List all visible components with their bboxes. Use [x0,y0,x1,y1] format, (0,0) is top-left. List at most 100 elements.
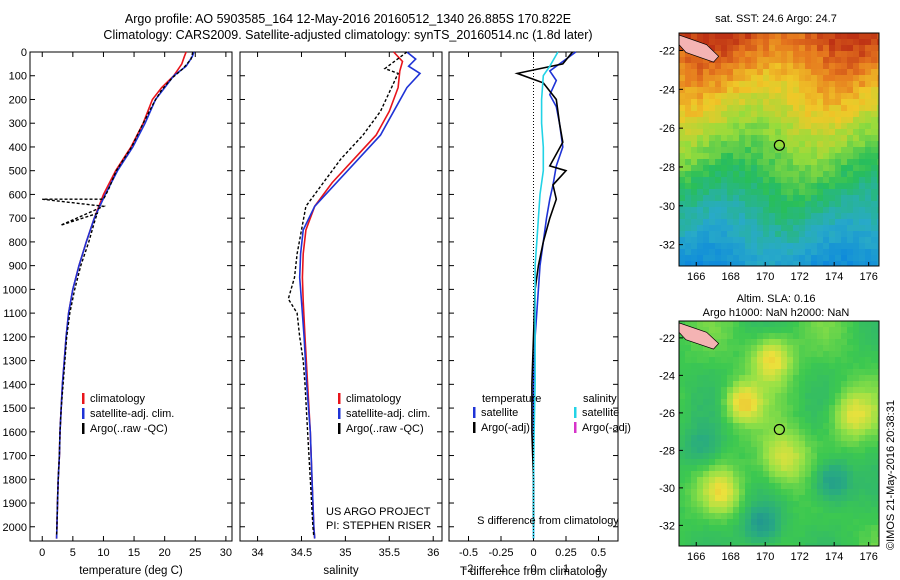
legend-swatch [574,407,577,418]
float-position-marker [773,139,785,151]
legend-swatch [473,407,476,418]
y-tick-label: 500 [9,166,27,178]
map-x-tick-label: 170 [756,271,774,283]
map-y-tick-label: -30 [659,201,675,213]
legend-label: Argo(-adj) [582,422,631,434]
x-tick-label: 20 [159,547,171,559]
legend-label: satellite [481,407,518,419]
island-new-caledonia [679,322,720,350]
salinity-plot: 34 34.5 35 35.5 36 salinity climatology satelli… [239,51,443,577]
salinity-frame [239,51,443,542]
map-x-tick-label: 170 [756,551,774,563]
series-satellite-adj-clim- [55,51,195,539]
map-y-tick-label: -26 [659,123,675,135]
x-tick-label: 0 [39,547,45,559]
y-tick-label: 0 [21,47,27,59]
legend-swatch [473,422,476,433]
x-tick-label: 1 [563,563,569,575]
temperature-plot: 0 5 10 15 20 25 300100200300400500600700800900… [3,47,233,577]
series-satellite-adj-clim- [298,51,422,539]
x-axis-label: temperature (deg C) [79,565,183,577]
legend-s-title: salinity [583,393,617,405]
temperature-frame [29,51,233,542]
sst-map-frame [678,32,880,267]
figure-title-line1: Argo profile: AO 5903585_164 12-May-2016… [125,12,571,26]
x-tick-label: 10 [97,547,109,559]
legend-swatch [338,408,341,419]
map-x-tick-label: 176 [859,271,877,283]
legend-swatch [338,423,341,434]
legend-swatch [338,393,341,404]
legend-t-title: temperature [482,393,541,405]
x-tick-label: 2 [595,563,601,575]
legend-swatch [82,408,85,419]
legend-label: Argo(..raw -QC) [90,423,168,435]
sla-title: Altim. SLA: 0.16 [737,293,816,305]
map-x-tick-label: 166 [687,271,705,283]
y-tick-label: 400 [9,142,27,154]
y-tick-label: 900 [9,261,27,273]
x-axis-label: salinity [323,565,358,577]
x-axis-label: T difference from climatology [460,566,607,578]
map-y-tick-label: -22 [659,45,675,57]
y-tick-label: 1200 [3,332,27,344]
map-y-tick-label: -22 [659,333,675,345]
y-tick-label: 1400 [3,379,27,391]
sst-title: sat. SST: 24.6 Argo: 24.7 [715,13,837,25]
legend-label: Argo(..raw -QC) [346,423,424,435]
sla-map-frame [678,320,880,547]
x-tick-label: 36 [427,547,439,559]
y-tick-label: 1700 [3,451,27,463]
legend-swatch [82,393,85,404]
map-x-tick-label: 174 [825,271,843,283]
map-x-tick-label: 168 [722,551,740,563]
y-tick-label: 1000 [3,284,27,296]
s-tick-label: 0.25 [555,547,576,559]
map-y-tick-label: -26 [659,408,675,420]
y-tick-label: 700 [9,213,27,225]
credit-stamp: ©IMOS 21-May-2016 20:38:31 [885,400,897,550]
legend-label: climatology [346,393,402,405]
legend-label: climatology [90,393,146,405]
pi-label: PI: STEPHEN RISER [326,520,431,532]
y-tick-label: 800 [9,237,27,249]
y-tick-label: 1500 [3,403,27,415]
legend-label: satellite-adj. clim. [346,408,430,420]
series-argo-raw-qc- [287,51,408,537]
y-tick-label: 200 [9,94,27,106]
map-y-tick-label: -30 [659,483,675,495]
x-tick-label: 5 [70,547,76,559]
series-t-argo-adj- [514,51,574,527]
map-y-tick-label: -28 [659,445,675,457]
sla-map-field [679,321,879,546]
y-tick-label: 1600 [3,427,27,439]
map-y-tick-label: -24 [659,370,675,382]
s-tick-label: -0.25 [488,547,513,559]
legend-swatch [82,423,85,434]
x-tick-label: 35 [339,547,351,559]
sla-subtitle: Argo h1000: NaN h2000: NaN [703,307,850,319]
y-tick-label: 2000 [3,522,27,534]
map-y-tick-label: -32 [659,240,675,252]
map-y-tick-label: -28 [659,162,675,174]
s-tick-label: 0.5 [591,547,606,559]
sla-map: Altim. SLA: 0.16 Argo h1000: NaN h2000: N… [659,293,880,563]
y-tick-label: 1900 [3,498,27,510]
legend-swatch [574,422,577,433]
map-y-tick-label: -32 [659,520,675,532]
x-tick-label: 25 [189,547,201,559]
y-tick-label: 100 [9,71,27,83]
legend-label: satellite-adj. clim. [90,408,174,420]
map-x-tick-label: 174 [825,551,843,563]
x-tick-label: 30 [220,547,232,559]
difference-plot: -2 -1 0 1 2 -0.5 -0.25 0 0.25 0.5 T difference fro… [448,51,631,578]
map-x-tick-label: 172 [791,271,809,283]
x-tick-label: -1 [496,563,506,575]
figure-title-line2: Climatology: CARS2009. Satellite-adjuste… [103,28,592,42]
s-tick-label: -0.5 [459,547,478,559]
y-tick-label: 1100 [3,308,27,320]
s-diff-label: S difference from climatology [477,515,619,527]
legend-label: satellite [582,407,619,419]
sst-map-field [679,33,879,266]
